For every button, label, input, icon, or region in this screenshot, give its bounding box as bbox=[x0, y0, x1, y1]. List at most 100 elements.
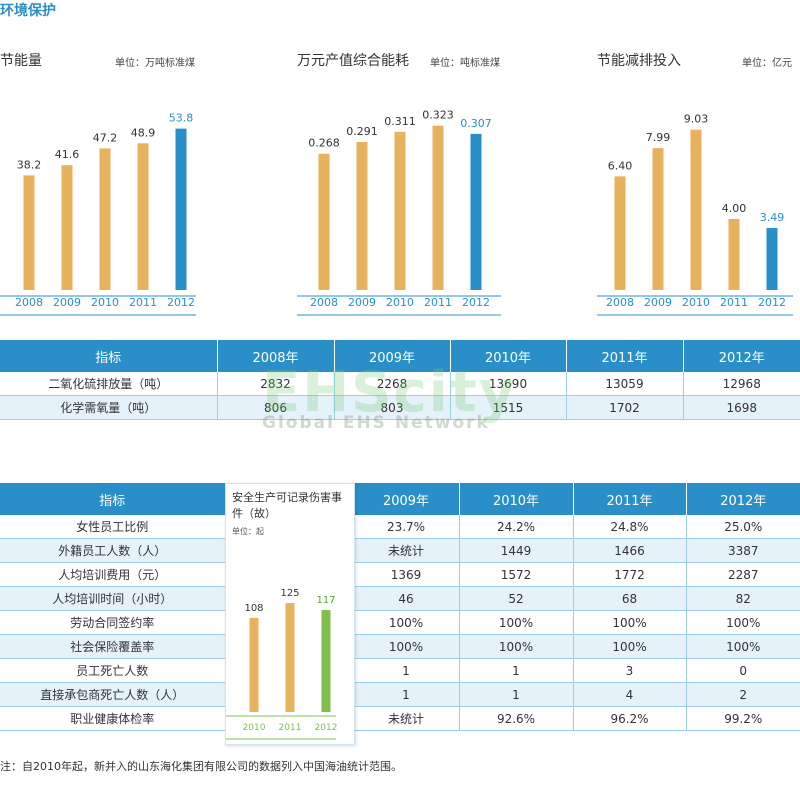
table-row: 人均培训费用（元） 1369 1572 1772 2287 bbox=[0, 562, 800, 587]
table-cell: 3 bbox=[573, 658, 687, 683]
row-label: 人均培训费用（元） bbox=[0, 562, 226, 587]
table-cell: 100% bbox=[573, 610, 687, 635]
safety-incidents-chart: 安全生产可记录伤害事件（故） 单位：起 108 2010 125 2011 117 201… bbox=[225, 483, 355, 745]
table-row: 社会保险覆盖率 100% 100% 100% 100% bbox=[0, 634, 800, 659]
column-header: 2012年 bbox=[686, 483, 800, 515]
table-cell: 96.2% bbox=[573, 706, 687, 731]
table-cell: 1772 bbox=[573, 562, 687, 587]
value-label: 4.00 bbox=[722, 202, 747, 215]
row-label: 二氧化硫排放量（吨） bbox=[0, 372, 218, 396]
chart-unit: 单位：起 bbox=[232, 527, 264, 536]
value-label: 48.9 bbox=[131, 126, 156, 139]
table-cell: 806 bbox=[217, 395, 335, 420]
energy-saving-chart: 节能量 单位：万吨标准煤 38.2 2008 41.6 2009 47.2 2010 48.… bbox=[0, 50, 210, 320]
bar-2011 bbox=[285, 603, 295, 712]
table-row: 劳动合同签约率 100% 100% 100% 100% bbox=[0, 610, 800, 635]
table-cell: 24.8% bbox=[573, 515, 687, 539]
chart-title: 万元产值综合能耗 bbox=[297, 53, 409, 69]
table-cell: 100% bbox=[686, 634, 800, 659]
table-header-row: 指标 2008年 2009年 2010年 2011年 2012年 bbox=[0, 340, 800, 372]
column-header: 2011年 bbox=[573, 483, 687, 515]
table-cell: 82 bbox=[686, 586, 800, 611]
table-cell: 1702 bbox=[566, 395, 684, 420]
bar-2009 bbox=[652, 148, 664, 290]
category-label: 2009 bbox=[53, 296, 81, 309]
category-label: 2010 bbox=[386, 296, 414, 309]
table-cell: 1515 bbox=[450, 395, 567, 420]
category-label: 2008 bbox=[310, 296, 338, 309]
table-cell: 1449 bbox=[459, 538, 574, 563]
table-cell: 12968 bbox=[683, 372, 800, 396]
value-label: 125 bbox=[280, 588, 299, 599]
table-cell: 68 bbox=[573, 586, 687, 611]
environment-table: 指标 2008年 2009年 2010年 2011年 2012年 二氧化硫排放量… bbox=[0, 340, 800, 420]
footnote: 注：自2010年起，新并入的山东海化集团有限公司的数据列入中国海油统计范围。 bbox=[0, 760, 402, 773]
category-label: 2010 bbox=[91, 296, 119, 309]
chart-title: 节能量 bbox=[0, 53, 42, 69]
table-cell: 1466 bbox=[573, 538, 687, 563]
table-cell: 13690 bbox=[450, 372, 567, 396]
value-label: 41.6 bbox=[55, 148, 80, 161]
table-cell: 4 bbox=[573, 682, 687, 707]
category-label: 2009 bbox=[644, 296, 672, 309]
bar-2012 bbox=[321, 610, 331, 712]
category-label: 2012 bbox=[758, 296, 786, 309]
table-cell: 46 bbox=[353, 586, 460, 611]
section-title: 环境保护 bbox=[0, 3, 56, 19]
table-cell: 25.0% bbox=[686, 515, 800, 539]
value-label: 117 bbox=[316, 595, 335, 606]
column-header: 2010年 bbox=[459, 483, 574, 515]
row-label: 人均培训时间（小时） bbox=[0, 586, 226, 611]
table-cell: 1 bbox=[459, 682, 574, 707]
table-row: 直接承包商死亡人数（人） 1 1 4 2 bbox=[0, 682, 800, 707]
table-cell: 2832 bbox=[217, 372, 335, 396]
table-row: 二氧化硫排放量（吨） 2832 2268 13690 13059 12968 bbox=[0, 372, 800, 396]
table-cell: 100% bbox=[353, 610, 460, 635]
value-label: 38.2 bbox=[17, 158, 42, 171]
bar-2011 bbox=[432, 125, 444, 290]
table-cell: 100% bbox=[686, 610, 800, 635]
value-label: 0.311 bbox=[384, 115, 416, 128]
chart-unit: 单位：吨标准煤 bbox=[430, 58, 500, 69]
category-label: 2012 bbox=[462, 296, 490, 309]
value-label: 6.40 bbox=[608, 159, 633, 172]
category-label: 2010 bbox=[682, 296, 710, 309]
column-header: 2009年 bbox=[334, 340, 451, 372]
column-header: 指标 bbox=[0, 340, 218, 372]
value-label: 108 bbox=[244, 603, 263, 614]
category-label: 2008 bbox=[606, 296, 634, 309]
people-table: 指标 2009年 2010年 2011年 2012年 女性员工比例 23.7% 24… bbox=[0, 483, 800, 731]
table-cell: 0 bbox=[686, 658, 800, 683]
category-label: 2008 bbox=[15, 296, 43, 309]
value-label: 0.307 bbox=[460, 117, 492, 130]
category-label: 2011 bbox=[720, 296, 748, 309]
table-cell: 803 bbox=[334, 395, 451, 420]
chart-title: 安全生产可记录伤害事件（故） bbox=[232, 491, 342, 520]
table-cell: 100% bbox=[353, 634, 460, 659]
table-cell: 13059 bbox=[566, 372, 684, 396]
table-row: 女性员工比例 23.7% 24.2% 24.8% 25.0% bbox=[0, 515, 800, 539]
table-row: 外籍员工人数（人） 未统计 1449 1466 3387 bbox=[0, 538, 800, 563]
table-row: 员工死亡人数 1 1 3 0 bbox=[0, 658, 800, 683]
table-cell: 52 bbox=[459, 586, 574, 611]
column-header: 2011年 bbox=[566, 340, 684, 372]
table-cell: 100% bbox=[573, 634, 687, 659]
table-row: 人均培训时间（小时） 46 52 68 82 bbox=[0, 586, 800, 611]
table-cell: 未统计 bbox=[353, 706, 460, 731]
table-row: 化学需氧量（吨） 806 803 1515 1702 1698 bbox=[0, 395, 800, 420]
value-label: 7.99 bbox=[646, 131, 671, 144]
investment-bars: 6.40 2008 7.99 2009 9.03 2010 4.00 2011 3.49 2012 bbox=[597, 113, 793, 316]
table-cell: 2287 bbox=[686, 562, 800, 587]
bar-2012 bbox=[175, 128, 187, 290]
row-label: 劳动合同签约率 bbox=[0, 610, 226, 635]
bar-2008 bbox=[614, 176, 626, 290]
row-label: 外籍员工人数（人） bbox=[0, 538, 226, 563]
column-header: 指标 bbox=[0, 483, 226, 515]
table-cell: 92.6% bbox=[459, 706, 574, 731]
category-label: 2011 bbox=[129, 296, 157, 309]
value-label: 47.2 bbox=[93, 131, 118, 144]
table-cell: 1 bbox=[353, 658, 460, 683]
table-cell: 2 bbox=[686, 682, 800, 707]
row-label: 社会保险覆盖率 bbox=[0, 634, 226, 659]
column-header: 2009年 bbox=[353, 483, 460, 515]
